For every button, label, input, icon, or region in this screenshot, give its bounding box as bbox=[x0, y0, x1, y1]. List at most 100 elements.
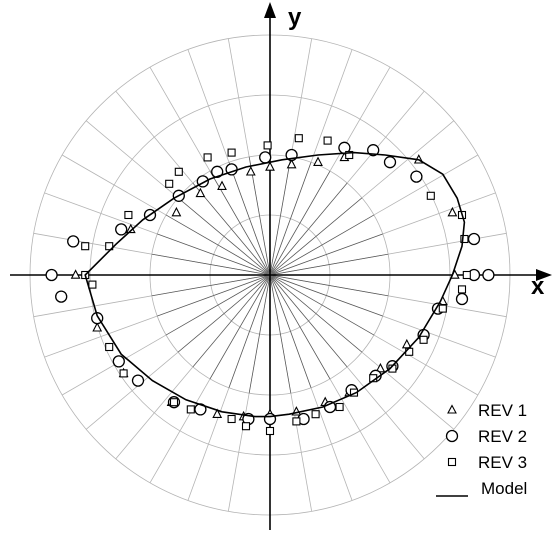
point-square bbox=[203, 153, 212, 162]
point-square bbox=[105, 342, 114, 352]
point-square bbox=[124, 210, 133, 220]
point-triangle bbox=[286, 158, 297, 169]
point-square bbox=[311, 410, 320, 419]
grid-spoke-inner bbox=[157, 233, 271, 276]
grid-spoke-inner bbox=[269, 233, 383, 276]
point-triangle bbox=[375, 362, 386, 373]
legend-marker-square bbox=[447, 457, 457, 467]
point-triangle bbox=[92, 322, 103, 332]
point-square bbox=[292, 417, 301, 426]
point-circle bbox=[259, 151, 272, 164]
point-square bbox=[457, 285, 467, 294]
legend-label: Model bbox=[481, 479, 527, 498]
point-circle bbox=[367, 144, 380, 157]
point-circle bbox=[45, 268, 58, 282]
point-circle bbox=[131, 374, 145, 387]
grid-spoke-inner bbox=[228, 274, 271, 388]
point-circle bbox=[467, 232, 481, 246]
point-triangle bbox=[245, 166, 256, 176]
point-circle bbox=[263, 412, 277, 426]
point-square bbox=[265, 426, 275, 436]
grid-spoke-inner bbox=[269, 274, 312, 388]
legend-marker-triangle bbox=[447, 404, 457, 414]
point-square bbox=[88, 280, 97, 289]
legend-marker-circle bbox=[445, 429, 459, 443]
grid-spoke-inner bbox=[192, 274, 271, 368]
point-triangle bbox=[447, 206, 458, 217]
legend: REV 1 REV 2 REV 3 Model bbox=[436, 401, 527, 498]
point-triangle bbox=[313, 156, 323, 166]
grid-spoke-inner bbox=[269, 274, 363, 353]
point-square bbox=[294, 134, 303, 143]
series-rev-1 bbox=[70, 151, 460, 421]
point-triangle bbox=[171, 206, 182, 217]
point-square bbox=[460, 234, 469, 244]
grid-spoke-inner bbox=[151, 253, 271, 276]
grid-spoke-inner bbox=[269, 197, 363, 276]
series-model bbox=[84, 151, 466, 418]
grid-spoke-inner bbox=[269, 170, 331, 276]
grid-spoke-inner bbox=[157, 274, 271, 317]
point-triangle bbox=[70, 269, 81, 279]
grid-spoke-inner bbox=[177, 197, 271, 276]
point-triangle bbox=[217, 180, 227, 190]
grid-spoke-inner bbox=[269, 274, 389, 297]
point-square bbox=[345, 150, 354, 160]
legend-item: REV 2 bbox=[445, 427, 527, 446]
grid-spoke-inner bbox=[248, 156, 271, 276]
point-square bbox=[174, 167, 183, 176]
point-circle bbox=[115, 223, 128, 236]
grid-spoke-inner bbox=[269, 253, 389, 276]
point-square bbox=[227, 414, 236, 424]
point-square bbox=[426, 191, 435, 200]
legend-item: REV 3 bbox=[447, 453, 527, 472]
legend-label: REV 1 bbox=[478, 401, 527, 420]
point-square bbox=[438, 304, 447, 313]
x-axis-label: x bbox=[531, 273, 545, 300]
point-square bbox=[105, 242, 114, 251]
point-square bbox=[165, 179, 174, 188]
point-triangle bbox=[265, 161, 275, 171]
y-axis-arrow bbox=[264, 2, 276, 18]
point-circle bbox=[67, 235, 80, 248]
point-square bbox=[119, 369, 128, 378]
legend-label: REV 3 bbox=[478, 453, 527, 472]
point-square bbox=[241, 422, 251, 431]
grid-spoke-inner bbox=[165, 274, 271, 336]
legend-item: Model bbox=[436, 479, 527, 498]
grid-spoke-inner bbox=[269, 156, 292, 276]
point-square bbox=[169, 398, 179, 407]
grid-spoke-inner bbox=[248, 274, 271, 394]
point-circle bbox=[55, 290, 68, 303]
point-circle bbox=[112, 355, 125, 368]
grid-spoke-inner bbox=[177, 274, 271, 353]
grid-spoke-inner bbox=[192, 182, 271, 276]
point-square bbox=[335, 402, 344, 412]
point-square bbox=[263, 141, 272, 150]
y-axis-label: y bbox=[288, 4, 302, 31]
point-square bbox=[419, 335, 428, 344]
legend-label: REV 2 bbox=[478, 427, 527, 446]
point-triangle bbox=[195, 187, 206, 198]
legend-item: REV 1 bbox=[447, 401, 527, 420]
grid-spoke-inner bbox=[269, 274, 331, 380]
grid-spoke-inner bbox=[269, 274, 348, 368]
point-circle bbox=[482, 268, 495, 282]
grid-spoke-inner bbox=[151, 274, 271, 297]
point-square bbox=[323, 136, 332, 145]
grid-spoke-inner bbox=[269, 274, 292, 394]
point-square bbox=[462, 270, 471, 280]
grid-spoke-inner bbox=[165, 214, 271, 276]
grid-spoke-inner bbox=[228, 162, 271, 276]
point-circle bbox=[410, 170, 423, 183]
point-square bbox=[227, 148, 236, 157]
point-circle bbox=[383, 156, 397, 169]
point-square bbox=[186, 405, 195, 414]
grid-spoke-inner bbox=[269, 162, 312, 276]
x-axis-arrow bbox=[536, 269, 552, 281]
grid-spoke-inner bbox=[209, 274, 271, 380]
grid-spoke-inner bbox=[269, 274, 383, 317]
point-square bbox=[81, 242, 90, 251]
grid-spoke-inner bbox=[269, 182, 348, 276]
